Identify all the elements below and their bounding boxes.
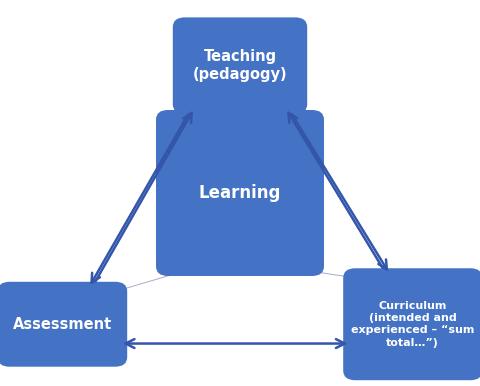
FancyBboxPatch shape: [173, 17, 307, 114]
FancyBboxPatch shape: [0, 282, 127, 367]
FancyBboxPatch shape: [343, 268, 480, 380]
Text: Assessment: Assessment: [13, 317, 112, 332]
Text: Teaching
(pedagogy): Teaching (pedagogy): [192, 49, 288, 83]
Text: Curriculum
(intended and
experienced – “sum
total…”): Curriculum (intended and experienced – “…: [351, 301, 475, 348]
FancyBboxPatch shape: [156, 110, 324, 276]
Text: Learning: Learning: [199, 184, 281, 202]
